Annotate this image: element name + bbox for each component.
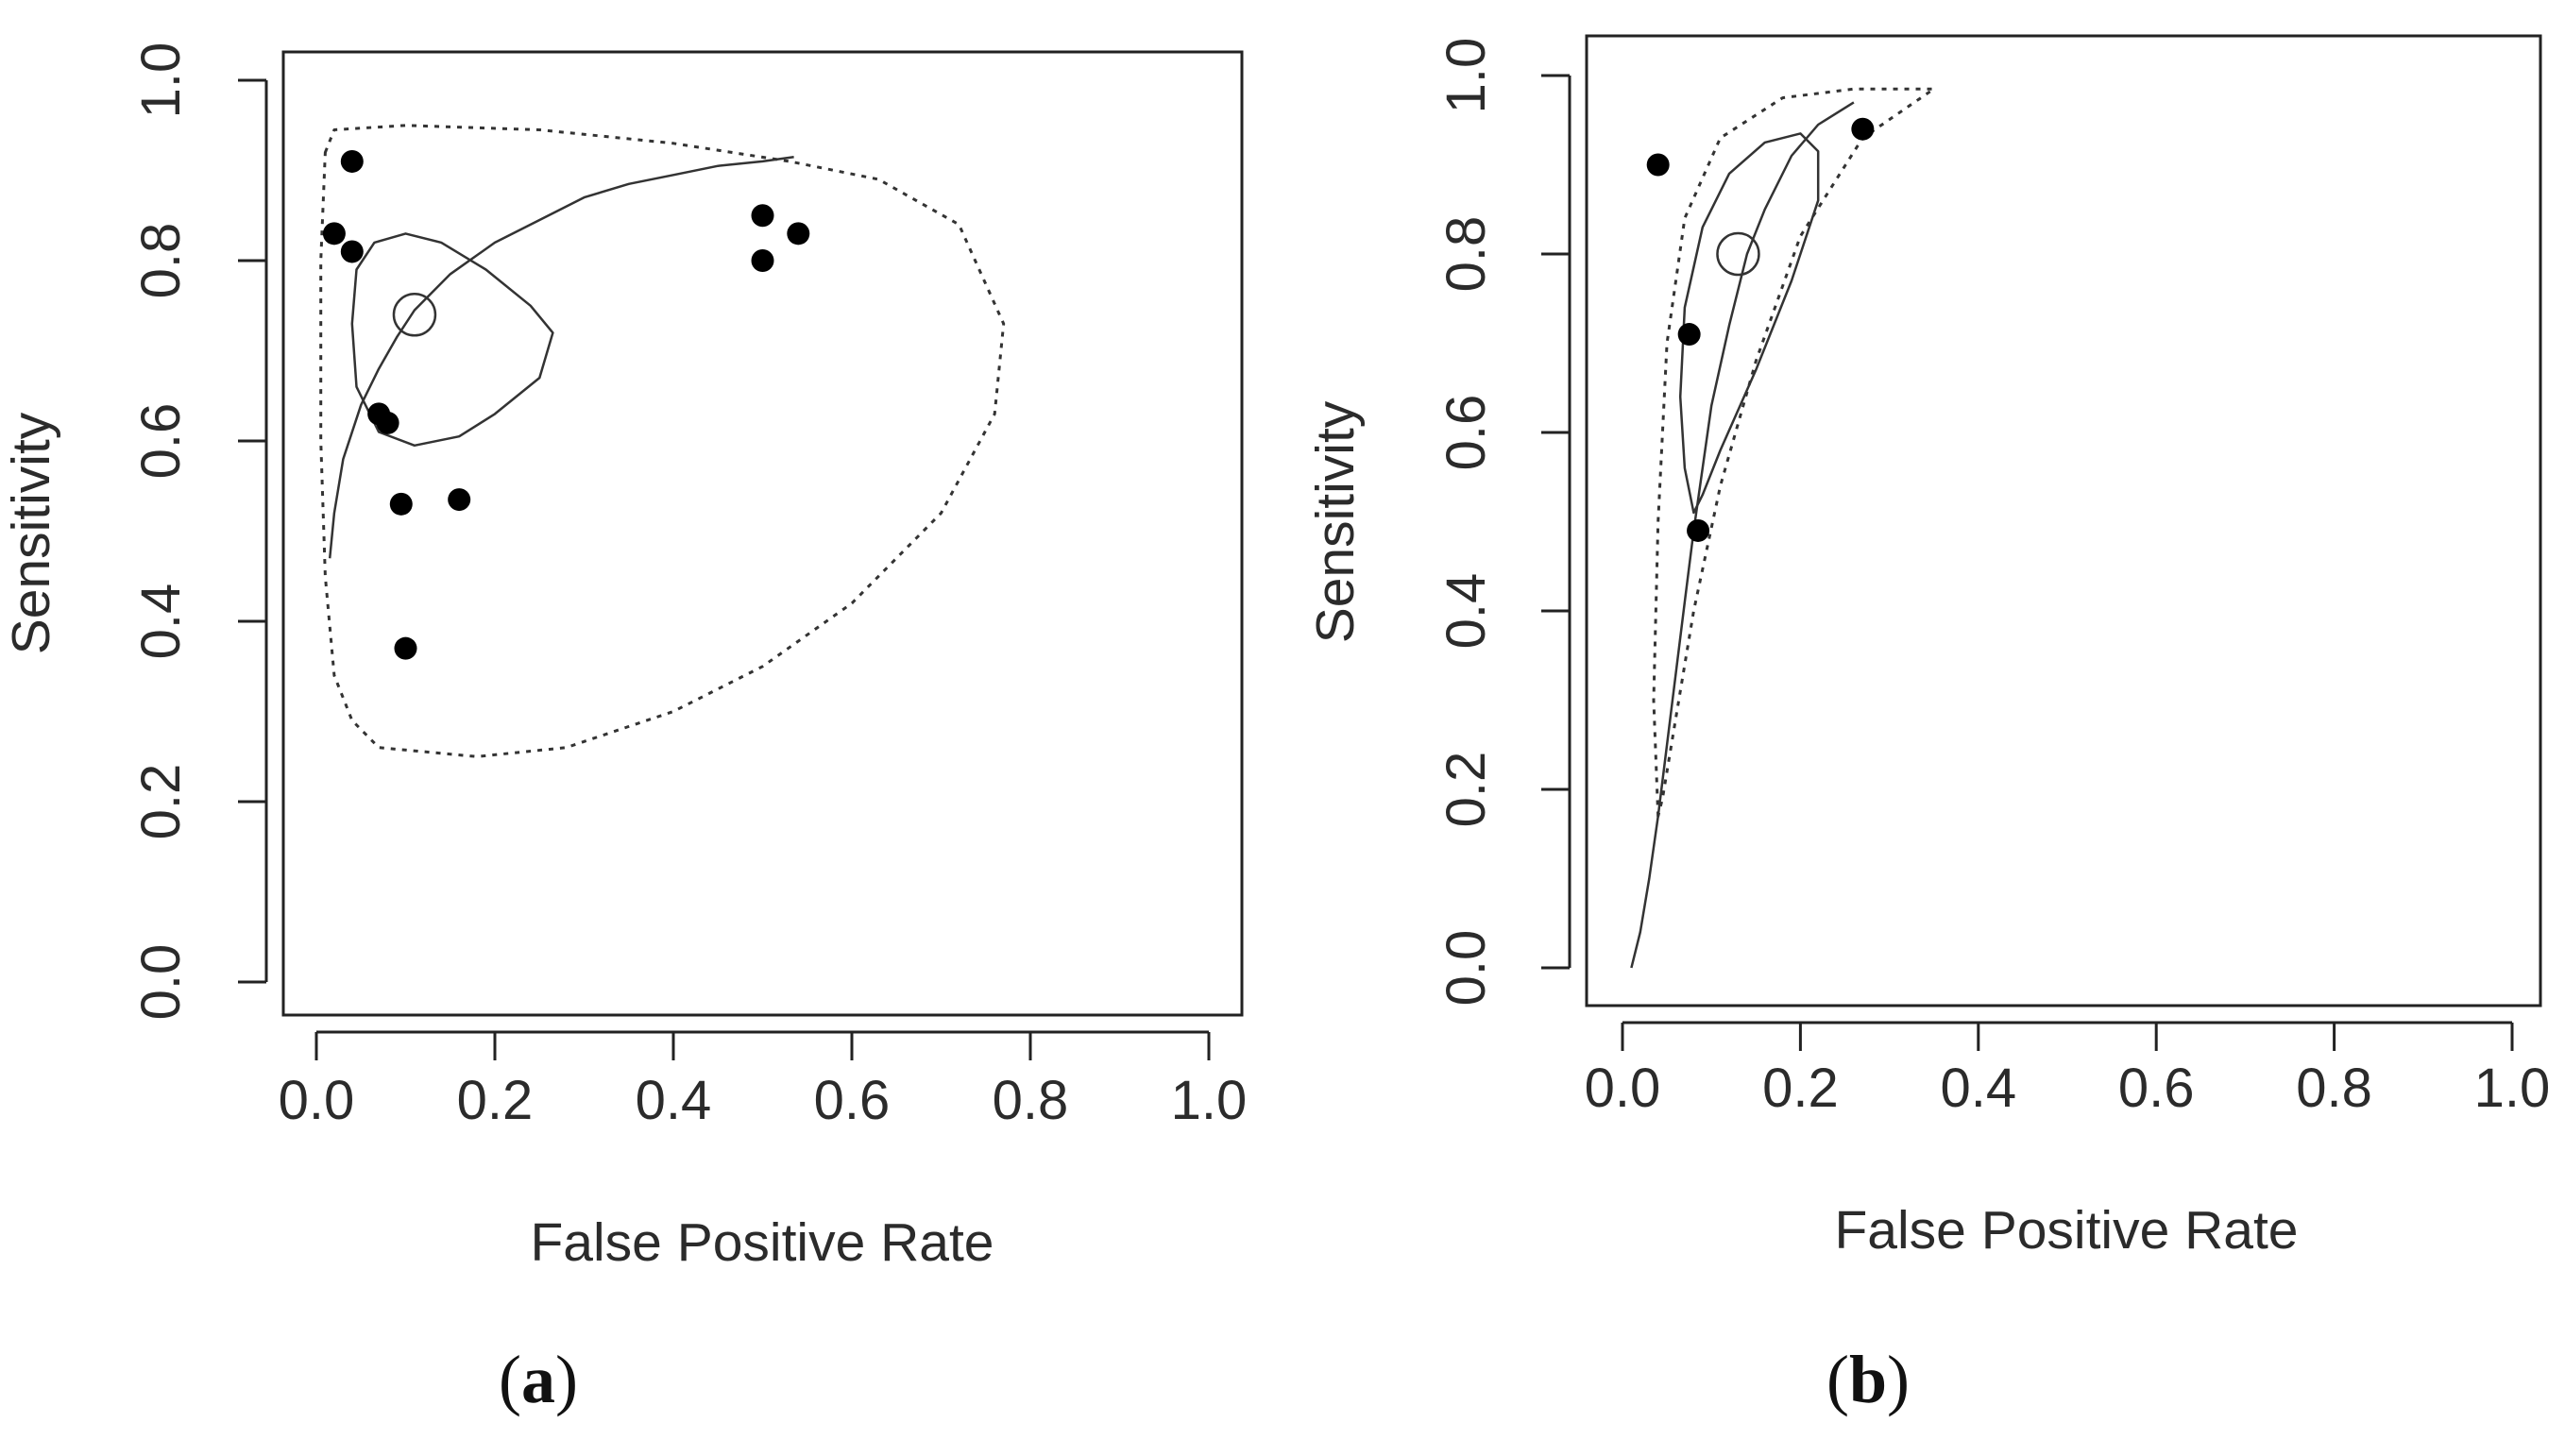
plot-frame bbox=[281, 50, 1244, 1017]
x-axis: 0.0 0.2 0.4 0.6 0.8 1.0 bbox=[279, 1030, 1248, 1131]
x-tick-label: 0.4 bbox=[636, 1070, 712, 1131]
y-tick-label: 1.0 bbox=[130, 42, 192, 119]
x-axis: 0.0 0.2 0.4 0.6 0.8 1.0 bbox=[1585, 1021, 2551, 1119]
panel-a: 0.0 0.2 0.4 0.6 0.8 1.0 0.0 0.2 0.4 0.6 0.8 1.0 Fals… bbox=[1, 42, 1247, 1417]
confidence-region bbox=[350, 232, 554, 448]
study-point bbox=[448, 488, 471, 512]
prediction-region bbox=[1652, 87, 1936, 818]
plot-frame bbox=[1585, 34, 2542, 1007]
x-tick-label: 0.6 bbox=[2118, 1058, 2195, 1119]
y-tick-label: 1.0 bbox=[1435, 38, 1497, 114]
x-axis-title: False Positive Rate bbox=[1834, 1200, 2298, 1261]
y-tick-label: 0.0 bbox=[1435, 930, 1497, 1007]
sroc-curve bbox=[1630, 101, 1855, 969]
y-tick-label: 0.6 bbox=[130, 403, 192, 480]
study-point bbox=[340, 240, 364, 263]
y-axis-title: Sensitivity bbox=[1305, 400, 1366, 643]
y-tick-label: 0.2 bbox=[1435, 752, 1497, 828]
panel-b: 0.0 0.2 0.4 0.6 0.8 1.0 0.0 0.2 0.4 0.6 0.8 1.0 Fals… bbox=[1305, 34, 2551, 1417]
study-point bbox=[340, 149, 364, 173]
y-axis-title: Sensitivity bbox=[1, 412, 61, 654]
y-axis: 0.0 0.2 0.4 0.6 0.8 1.0 bbox=[130, 42, 268, 1021]
x-tick-label: 0.8 bbox=[993, 1070, 1069, 1131]
x-tick-label: 0.6 bbox=[814, 1070, 891, 1131]
x-axis-title: False Positive Rate bbox=[530, 1212, 994, 1273]
y-tick-label: 0.6 bbox=[1435, 395, 1497, 471]
x-tick-label: 1.0 bbox=[1171, 1070, 1248, 1131]
x-tick-label: 0.0 bbox=[1585, 1058, 1661, 1119]
x-tick-label: 0.8 bbox=[2296, 1058, 2372, 1119]
study-point bbox=[1646, 153, 1670, 177]
y-tick-label: 0.2 bbox=[130, 764, 192, 840]
summary-point bbox=[1716, 231, 1760, 277]
y-tick-label: 0.4 bbox=[1435, 573, 1497, 650]
study-point bbox=[787, 222, 810, 245]
y-axis: 0.0 0.2 0.4 0.6 0.8 1.0 bbox=[1435, 38, 1571, 1007]
y-tick-label: 0.0 bbox=[130, 944, 192, 1021]
x-tick-label: 0.4 bbox=[1940, 1058, 2016, 1119]
x-tick-label: 1.0 bbox=[2474, 1058, 2551, 1119]
confidence-region bbox=[1678, 132, 1820, 515]
x-tick-label: 0.2 bbox=[457, 1070, 534, 1131]
prediction-region bbox=[319, 124, 1006, 758]
study-point bbox=[389, 492, 413, 516]
study-point bbox=[1677, 323, 1701, 347]
x-tick-label: 0.2 bbox=[1762, 1058, 1839, 1119]
y-tick-label: 0.8 bbox=[130, 223, 192, 299]
study-point bbox=[376, 411, 399, 434]
panel-caption: (b) bbox=[1826, 1342, 1910, 1417]
study-point bbox=[751, 249, 774, 272]
x-tick-label: 0.0 bbox=[279, 1070, 355, 1131]
study-point bbox=[1851, 117, 1875, 141]
y-tick-label: 0.4 bbox=[130, 584, 192, 660]
summary-point bbox=[392, 293, 437, 337]
study-point bbox=[322, 222, 346, 245]
study-point bbox=[394, 636, 417, 660]
panel-caption: (a) bbox=[499, 1342, 578, 1417]
sroc-curve bbox=[328, 155, 794, 559]
study-point bbox=[1687, 518, 1710, 542]
study-point bbox=[751, 204, 774, 228]
y-tick-label: 0.8 bbox=[1435, 216, 1497, 293]
